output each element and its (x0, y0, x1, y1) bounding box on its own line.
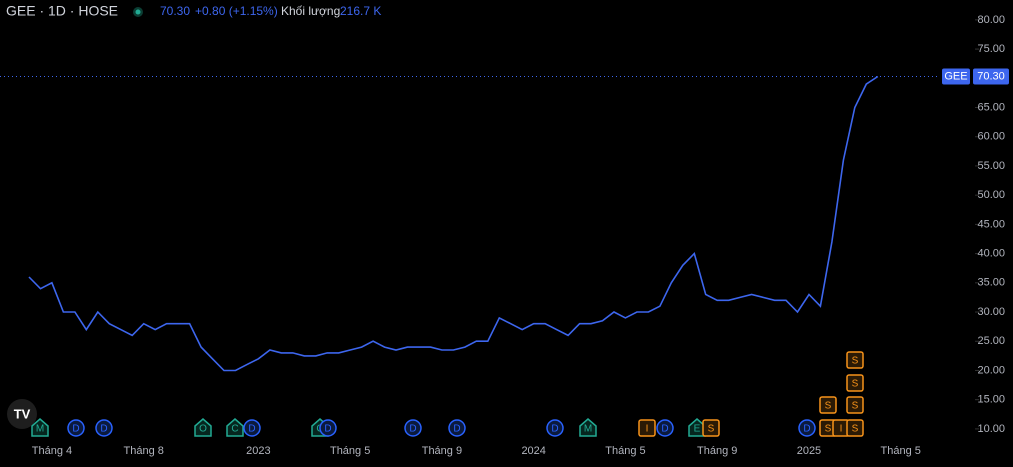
price: 70.30 (160, 4, 190, 18)
y-tick-label: 30.00 (977, 306, 1005, 318)
x-tick-label: 2023 (246, 445, 270, 457)
y-tick-label: 40.00 (977, 248, 1005, 260)
last-value-label: 70.30 (977, 70, 1005, 82)
last-value-name: GEE (944, 70, 967, 82)
event-marker (846, 419, 864, 437)
event-marker (638, 419, 656, 437)
svg-text:TV: TV (14, 406, 31, 421)
event-marker (579, 418, 597, 437)
x-tick-label: Tháng 9 (422, 445, 462, 457)
event-marker (798, 419, 816, 437)
y-tick-label: 20.00 (977, 364, 1005, 376)
last-value-box (973, 68, 1009, 85)
event-label: D (453, 424, 460, 435)
x-tick-label: Tháng 5 (605, 445, 645, 457)
event-marker (95, 419, 113, 437)
event-label: I (646, 424, 649, 435)
price-line (28, 75, 879, 372)
x-tick-label: Tháng 5 (881, 445, 921, 457)
change: +0.80 (+1.15%) (195, 4, 278, 18)
x-tick-label: 2024 (521, 445, 545, 457)
y-tick-label: 65.00 (977, 101, 1005, 113)
event-label: D (661, 424, 668, 435)
event-label: M (36, 424, 44, 435)
x-tick-label: Tháng 8 (124, 445, 164, 457)
y-tick-label: 35.00 (977, 277, 1005, 289)
event-marker (194, 418, 212, 437)
y-tick-label: 50.00 (977, 189, 1005, 201)
y-tick-label: 55.00 (977, 160, 1005, 172)
event-marker (846, 396, 864, 414)
last-value-tag (942, 68, 970, 85)
event-label: M (584, 424, 592, 435)
event-marker (656, 419, 674, 437)
event-label: D (100, 424, 107, 435)
y-tick-label: 75.00 (977, 43, 1005, 55)
tv-logo: TV (7, 399, 37, 429)
event-marker (546, 419, 564, 437)
event-marker (319, 419, 337, 437)
event-label: D (72, 424, 79, 435)
event-marker (243, 419, 261, 437)
y-tick-label: 80.00 (977, 14, 1005, 26)
event-marker (702, 419, 720, 437)
y-tick-label: 45.00 (977, 218, 1005, 230)
y-tick-label: 15.00 (977, 394, 1005, 406)
event-label: S (708, 424, 715, 435)
status-dot (135, 9, 141, 15)
event-label: S (825, 424, 832, 435)
event-label: D (409, 424, 416, 435)
volume: 216.7 K (340, 4, 381, 18)
event-marker (819, 396, 837, 414)
x-tick-label: Tháng 9 (697, 445, 737, 457)
y-tick-label: 60.00 (977, 131, 1005, 143)
event-marker (31, 418, 49, 437)
event-label: C (231, 424, 238, 435)
x-tick-label: 2025 (797, 445, 821, 457)
event-marker (404, 419, 422, 437)
event-label: S (852, 379, 859, 390)
y-tick-label: 10.00 (977, 423, 1005, 435)
event-label: S (852, 401, 859, 412)
event-label: O (199, 424, 207, 435)
symbol: GEE · 1D · HOSE (6, 3, 118, 19)
event-marker (688, 418, 706, 437)
event-label: S (825, 401, 832, 412)
event-marker (846, 351, 864, 369)
event-label: S (852, 356, 859, 367)
volume-label: Khối lượng (281, 4, 340, 18)
event-marker (226, 418, 244, 437)
event-marker (67, 419, 85, 437)
event-label: S (852, 424, 859, 435)
event-label: E (694, 424, 701, 435)
event-label: D (248, 424, 255, 435)
event-label: D (551, 424, 558, 435)
event-label: I (840, 424, 843, 435)
x-tick-label: Tháng 5 (330, 445, 370, 457)
event-marker (846, 374, 864, 392)
event-label: D (803, 424, 810, 435)
x-tick-label: Tháng 4 (32, 445, 72, 457)
event-marker (448, 419, 466, 437)
y-tick-label: 25.00 (977, 335, 1005, 347)
event-label: D (324, 424, 331, 435)
